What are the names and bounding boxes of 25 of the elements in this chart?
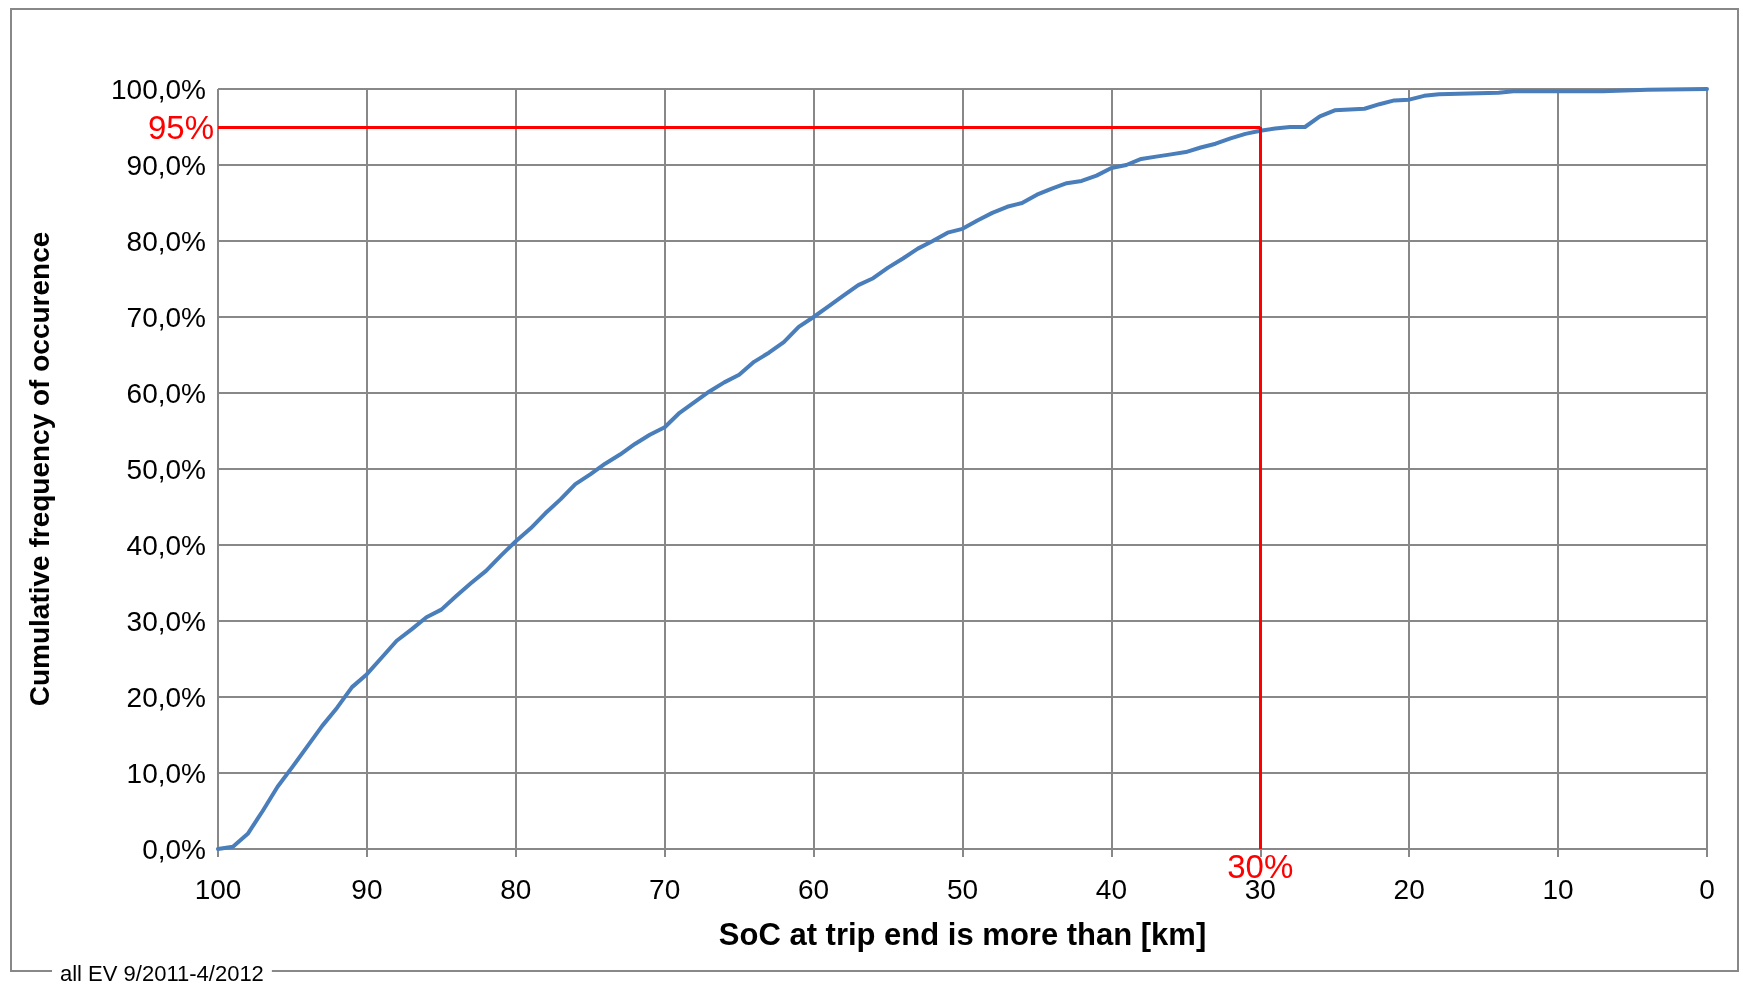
x-tick-label: 10 <box>1542 873 1574 905</box>
y-tick-label: 90,0% <box>126 149 206 181</box>
y-tick-label: 0,0% <box>142 833 206 865</box>
x-tick-label: 0 <box>1699 873 1715 905</box>
y-axis-title: Cumulative frequency of occurence <box>23 231 55 707</box>
x-axis-title: SoC at trip end is more than [km] <box>718 917 1207 952</box>
x-tick-label: 80 <box>500 873 532 905</box>
y-tick-label: 70,0% <box>126 301 206 333</box>
y-tick-label: 60,0% <box>126 377 206 409</box>
y-tick-label: 30,0% <box>126 605 206 637</box>
x-tick-label: 60 <box>798 873 830 905</box>
x-tick-label: 40 <box>1095 873 1127 905</box>
y-tick-label: 100,0% <box>111 73 206 105</box>
y-tick-label: 80,0% <box>126 225 206 257</box>
x-tick-label: 70 <box>649 873 681 905</box>
x-tick-label: 100 <box>194 873 242 905</box>
x-tick-label: 90 <box>351 873 383 905</box>
y-tick-label: 10,0% <box>126 757 206 789</box>
y-tick-label: 50,0% <box>126 453 206 485</box>
ref-line-label: 95% <box>147 108 214 146</box>
text: all EV 9/2011-4/2012 <box>60 960 264 984</box>
y-tick-label: 20,0% <box>126 681 206 713</box>
x-tick-label: 50 <box>946 873 979 905</box>
y-tick-label: 40,0% <box>126 529 206 561</box>
x-tick-label: 20 <box>1393 873 1425 905</box>
